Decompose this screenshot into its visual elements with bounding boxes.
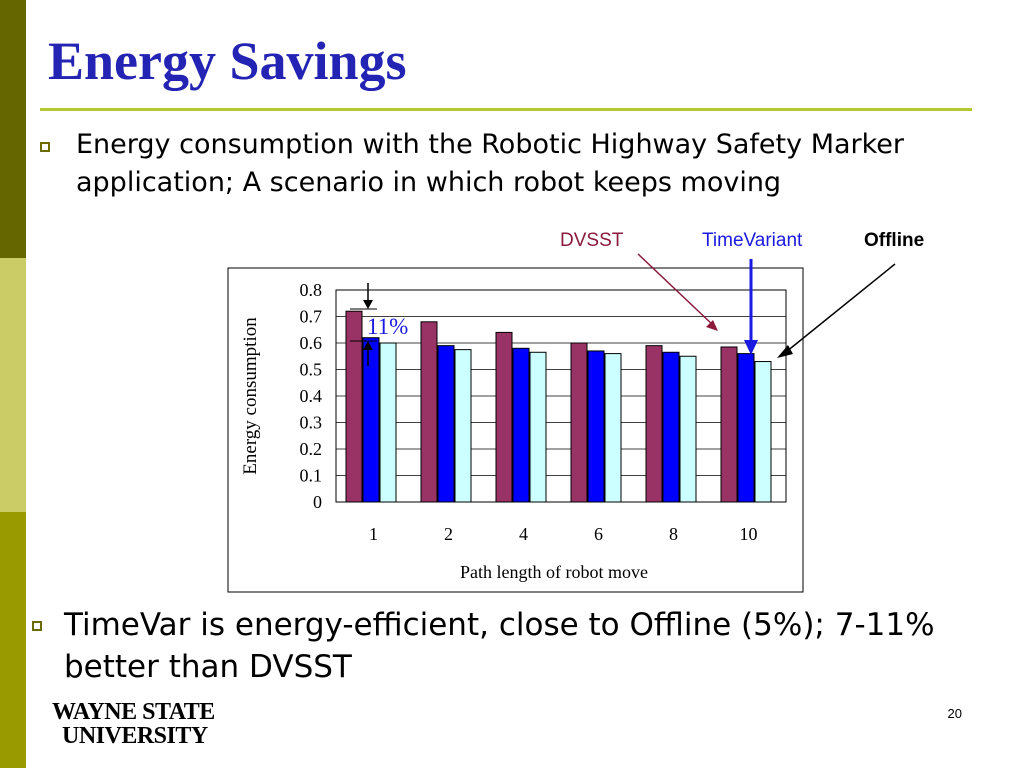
bar-offline-6 <box>604 353 622 503</box>
plot-area-border <box>335 289 787 503</box>
offline-pointer-head <box>777 345 793 358</box>
y-tick-labels: 0 0.1 0.2 0.3 0.4 0.5 0.6 0.7 0.8 <box>300 280 323 512</box>
y-tick-label: 0.5 <box>300 360 323 380</box>
annotation-label: 11% <box>367 314 408 339</box>
y-axis-label: Energy consumption <box>240 317 261 475</box>
x-tick-label: 4 <box>519 524 528 544</box>
bar-dvsst-2 <box>420 321 438 503</box>
bar-dvsst-4 <box>495 331 513 503</box>
x-tick-label: 6 <box>594 524 603 544</box>
x-axis-label: Path length of robot move <box>460 562 648 582</box>
university-logo: WAYNE STATE UNIVERSITY <box>52 700 215 748</box>
sidebar-segment-dark <box>0 0 26 258</box>
bar-offline-4 <box>529 351 547 503</box>
y-tick-label: 0.4 <box>300 386 323 406</box>
y-tick-label: 0 <box>313 492 322 512</box>
x-tick-label: 10 <box>740 524 758 544</box>
sidebar-decoration <box>0 0 26 768</box>
bars <box>345 310 772 503</box>
bar-timevariant-6 <box>587 350 605 503</box>
y-tick-label: 0.6 <box>300 333 323 353</box>
bar-timevariant-8 <box>662 351 680 503</box>
bar-timevariant-1 <box>362 337 380 503</box>
gridlines <box>336 289 786 503</box>
x-tick-label: 1 <box>369 524 378 544</box>
legend-label-dvsst: DVSST <box>560 230 624 251</box>
dvsst-pointer-head <box>706 320 718 331</box>
sidebar-segment-mid <box>0 512 26 768</box>
y-tick-label: 0.8 <box>300 280 323 300</box>
x-tick-label: 8 <box>669 524 678 544</box>
page-number: 20 <box>947 706 962 721</box>
annotation-arrow-down-head <box>363 300 373 309</box>
bar-timevariant-4 <box>512 347 530 503</box>
offline-pointer-line <box>785 263 896 353</box>
logo-line-2: UNIVERSITY <box>62 723 208 749</box>
slide-title: Energy Savings <box>48 31 407 91</box>
legend-label-offline: Offline <box>864 230 925 251</box>
chart-frame <box>227 267 804 593</box>
bar-offline-8 <box>679 355 697 503</box>
timevariant-pointer-head <box>744 340 758 355</box>
annotation-arrow-up-head <box>363 341 373 350</box>
dvsst-pointer-line <box>637 253 715 327</box>
y-tick-label: 0.1 <box>300 466 323 486</box>
bullet-marker-1 <box>40 142 50 152</box>
sidebar-segment-light <box>0 258 26 512</box>
bar-dvsst-6 <box>570 342 588 503</box>
bar-offline-10 <box>754 361 772 503</box>
bar-offline-1 <box>379 342 397 503</box>
bar-timevariant-10 <box>737 353 755 503</box>
bullet-text-2: TimeVar is energy-efficient, close to Of… <box>64 607 935 685</box>
x-tick-labels: 1 2 4 6 8 10 <box>369 524 758 544</box>
legend-label-timevariant: TimeVariant <box>702 230 803 251</box>
y-tick-label: 0.7 <box>300 307 323 327</box>
y-tick-label: 0.2 <box>300 439 323 459</box>
bar-dvsst-8 <box>645 345 663 503</box>
logo-line-1: WAYNE STATE <box>52 699 215 725</box>
y-tick-label: 0.3 <box>300 413 323 433</box>
x-tick-label: 2 <box>444 524 453 544</box>
bullet-text-1: Energy consumption with the Robotic High… <box>76 129 905 198</box>
bar-dvsst-10 <box>720 346 738 503</box>
bullet-marker-2 <box>32 621 42 631</box>
bar-dvsst-1 <box>345 310 363 503</box>
title-underline <box>40 108 972 111</box>
bar-timevariant-2 <box>437 345 455 503</box>
bar-offline-2 <box>454 349 472 503</box>
